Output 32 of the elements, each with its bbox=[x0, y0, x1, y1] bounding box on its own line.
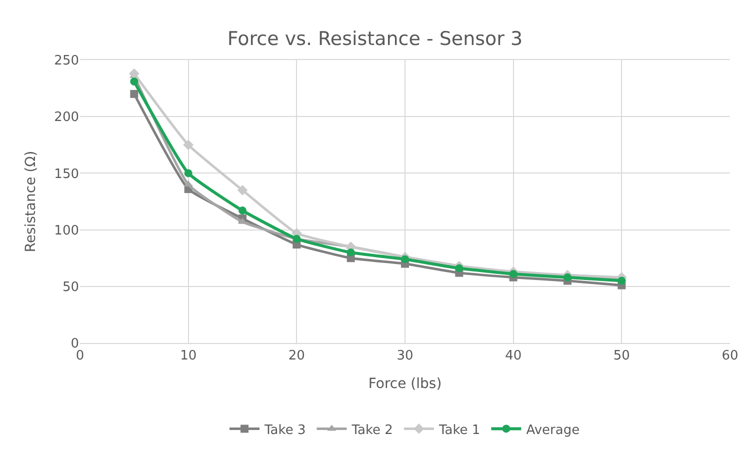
point bbox=[184, 169, 192, 178]
point bbox=[183, 140, 194, 150]
point bbox=[401, 255, 409, 264]
y-axis-title: Resistance (Ω) bbox=[22, 150, 39, 252]
point bbox=[564, 273, 572, 282]
point bbox=[128, 68, 140, 79]
legend-label: Take 1 bbox=[438, 422, 480, 438]
y-tick-label: 200 bbox=[54, 110, 79, 126]
point bbox=[618, 276, 626, 285]
point bbox=[346, 248, 355, 256]
point bbox=[238, 206, 246, 215]
x-tick-label: 30 bbox=[396, 348, 414, 364]
x-tick-label: 60 bbox=[722, 348, 738, 364]
point bbox=[455, 264, 464, 272]
legend-label: Take 2 bbox=[350, 422, 393, 438]
point bbox=[130, 90, 138, 98]
x-axis-title: Force (lbs) bbox=[368, 376, 442, 392]
y-tick-label: 100 bbox=[54, 223, 79, 238]
x-tick-label: 20 bbox=[288, 348, 305, 364]
legend-label: Average bbox=[526, 422, 580, 438]
chart-title: Force vs. Resistance - Sensor 3 bbox=[227, 28, 523, 50]
y-tick-label: 50 bbox=[62, 280, 79, 295]
legend-label: Take 3 bbox=[264, 422, 306, 438]
y-tick-label: 150 bbox=[54, 166, 79, 182]
x-tick-label: 50 bbox=[613, 348, 630, 364]
point bbox=[130, 78, 138, 86]
point bbox=[509, 270, 518, 278]
y-tick-label: 0 bbox=[70, 336, 79, 352]
point bbox=[237, 184, 248, 196]
x-tick-label: 10 bbox=[180, 348, 197, 364]
y-tick-label: 250 bbox=[54, 54, 79, 69]
x-tick-label: 40 bbox=[505, 348, 522, 364]
